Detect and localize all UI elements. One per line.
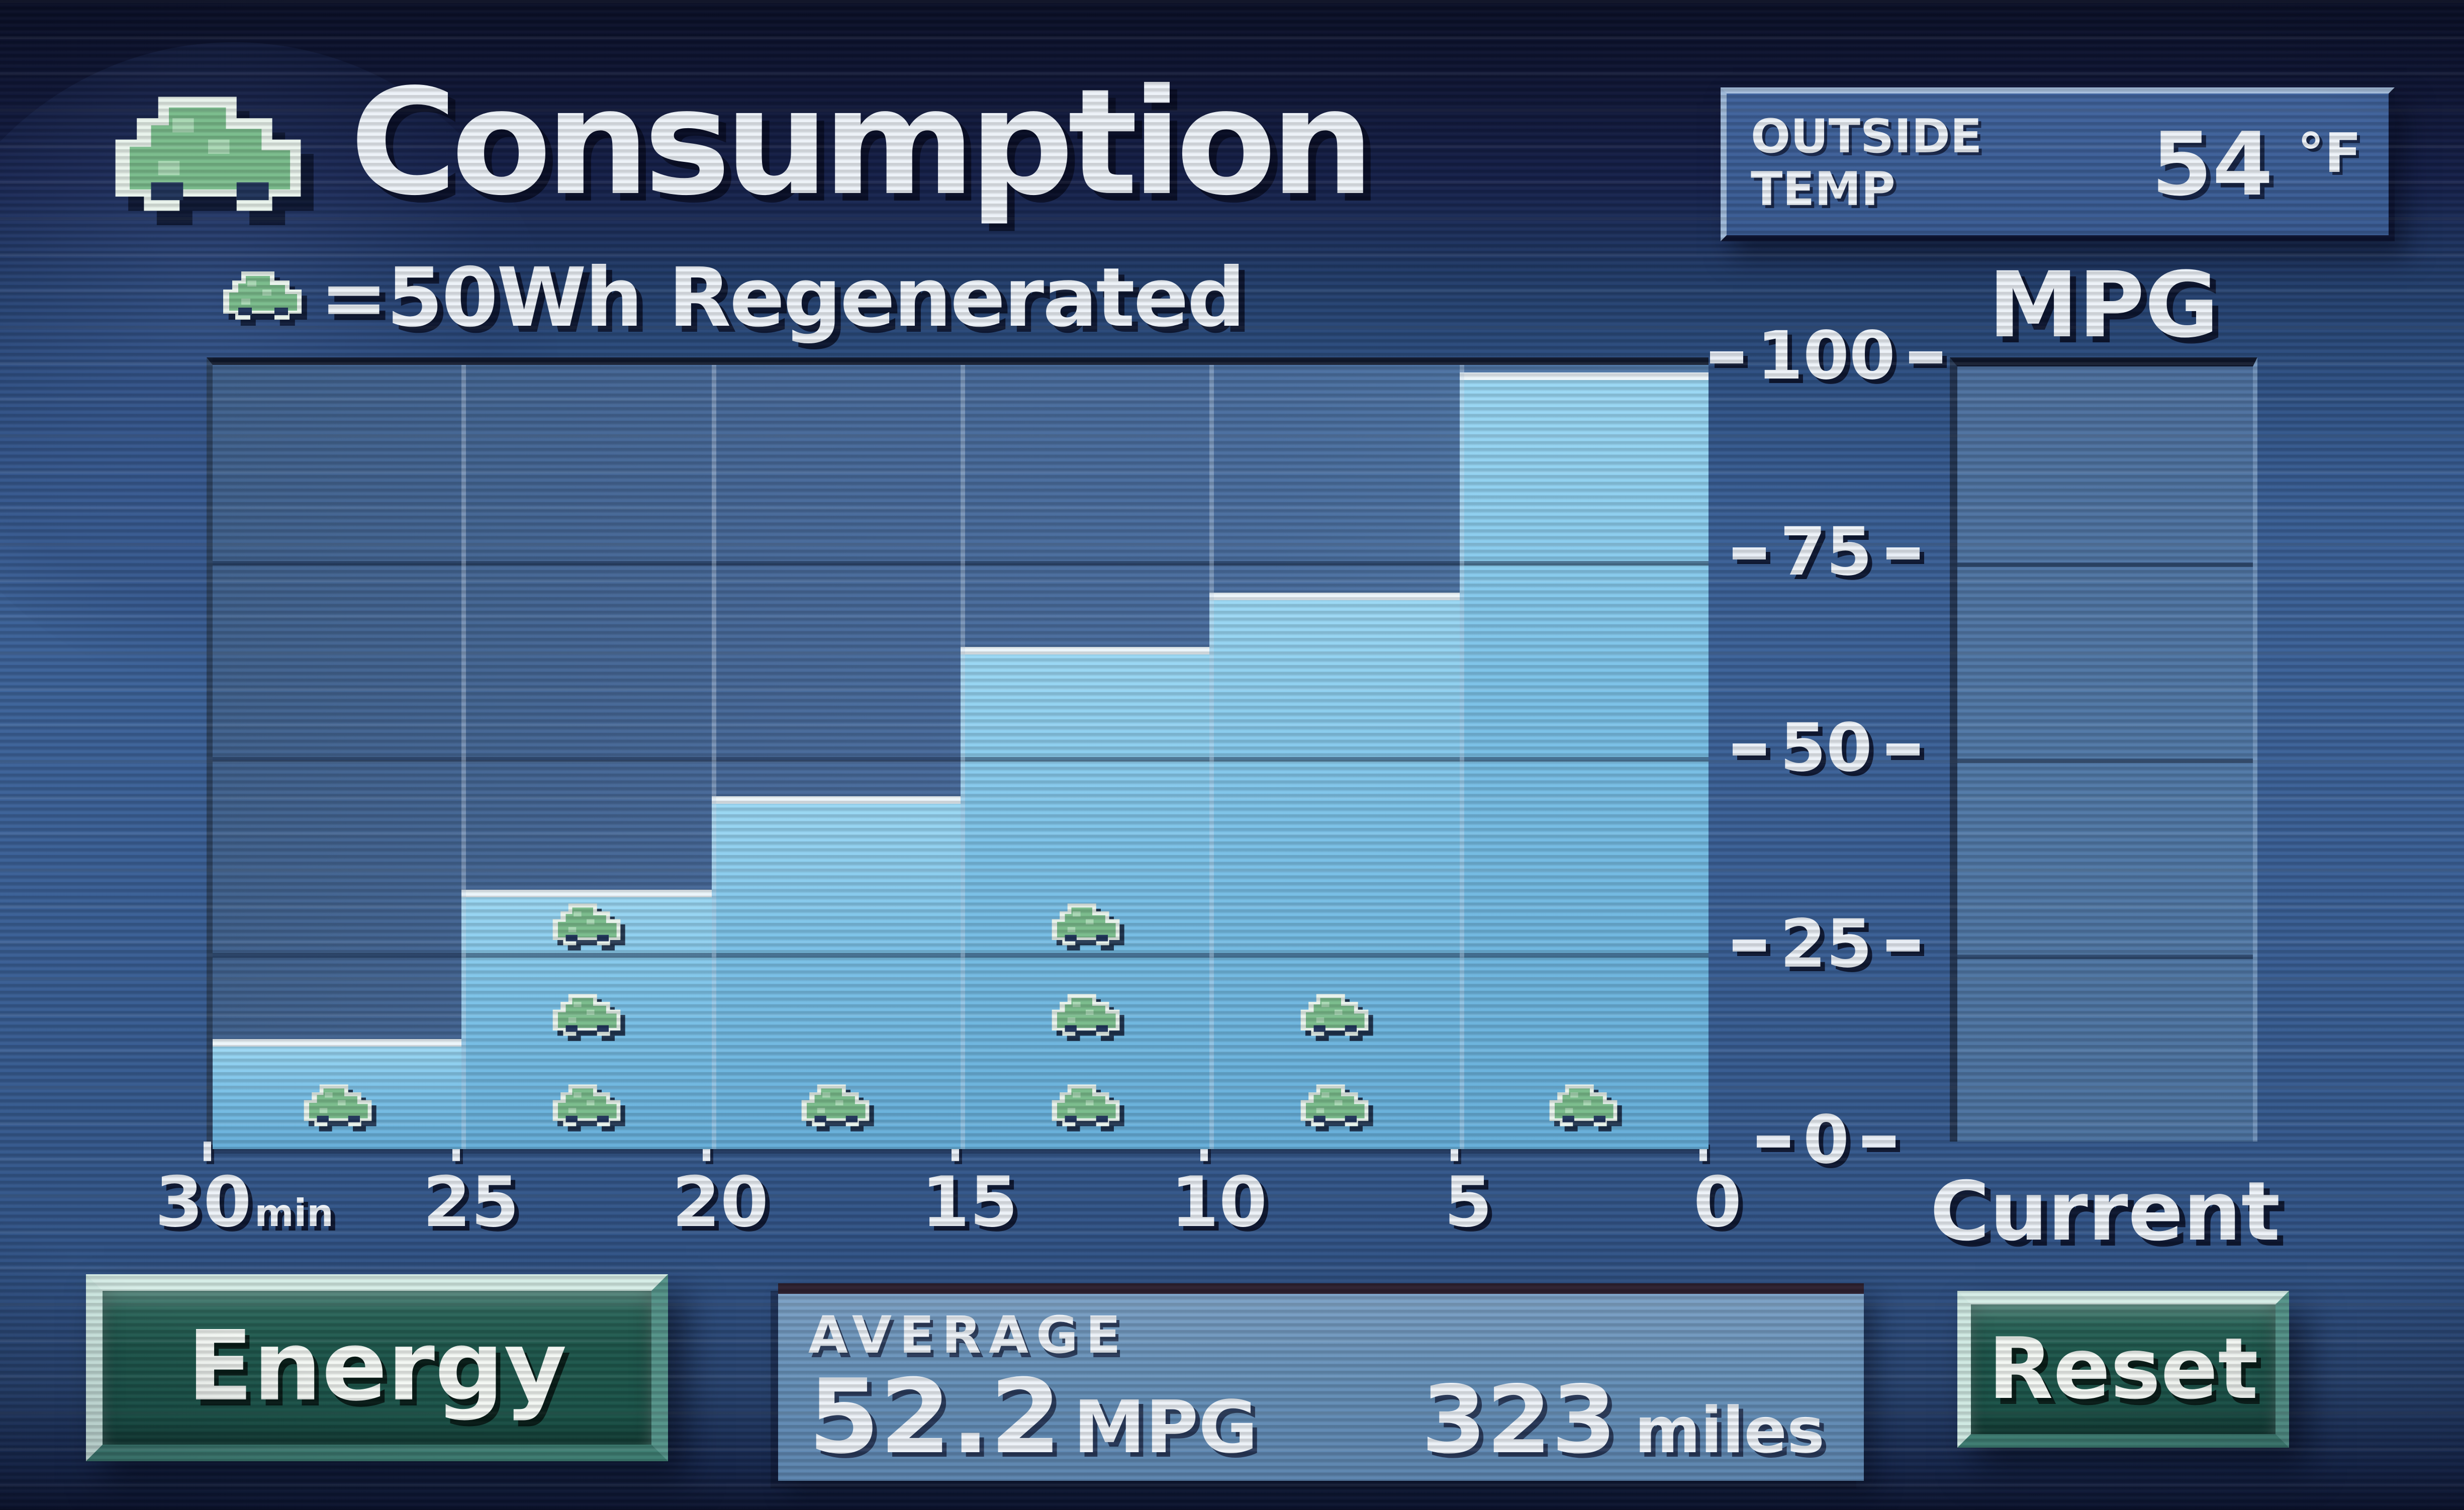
regen-car-icon xyxy=(547,1077,626,1134)
average-label: AVERAGE xyxy=(808,1306,1128,1366)
current-label: Current xyxy=(1930,1164,2281,1259)
column-separator xyxy=(711,365,716,1149)
distance-unit: miles xyxy=(1634,1393,1825,1467)
average-mpg-unit: MPG xyxy=(1073,1386,1258,1470)
x-tick-label: 20 xyxy=(672,1161,769,1243)
regen-car-icon xyxy=(298,1077,376,1134)
x-tick-label: 25 xyxy=(422,1161,519,1243)
average-panel: AVERAGE 52.2 MPG 323 miles xyxy=(778,1283,1864,1481)
reset-button[interactable]: Reset xyxy=(1957,1291,2289,1448)
x-tick-mark xyxy=(204,1142,211,1161)
gridline xyxy=(1957,955,2253,959)
regen-car-icon xyxy=(547,986,626,1044)
gridline xyxy=(1957,759,2253,763)
x-tick-label: 10 xyxy=(1170,1161,1267,1243)
current-panel xyxy=(1950,357,2257,1142)
x-tick-label: 15 xyxy=(921,1161,1018,1243)
x-tick-label: 30 min xyxy=(155,1161,334,1243)
regen-car-icon xyxy=(1046,1077,1124,1134)
average-values-row: 52.2 MPG 323 miles xyxy=(808,1365,1825,1475)
regen-car-icon xyxy=(1295,986,1374,1044)
column-separator xyxy=(1459,365,1464,1149)
regen-car-icon xyxy=(547,896,626,953)
mpg-axis-title: MPG xyxy=(1988,253,2219,359)
column-separator xyxy=(461,365,466,1149)
column-separator xyxy=(961,365,965,1149)
x-tick-label: 5 xyxy=(1444,1161,1492,1243)
x-tick-label: 0 xyxy=(1693,1161,1742,1243)
column-separator xyxy=(1209,365,1214,1149)
reset-button-label: Reset xyxy=(1988,1320,2258,1419)
regen-car-icon xyxy=(1046,896,1124,953)
gridline xyxy=(1957,562,2253,567)
regen-car-icon xyxy=(797,1077,875,1134)
average-mpg-value: 52.2 xyxy=(808,1359,1062,1478)
mpg-bar xyxy=(1209,592,1459,1149)
regen-car-icon xyxy=(1295,1077,1374,1134)
distance-value: 323 xyxy=(1421,1365,1617,1475)
regen-car-icon xyxy=(1046,986,1124,1044)
energy-button[interactable]: Energy xyxy=(86,1274,668,1461)
regen-car-icon xyxy=(1545,1077,1623,1134)
x-axis-unit: min xyxy=(254,1191,334,1235)
energy-button-label: Energy xyxy=(187,1312,567,1424)
